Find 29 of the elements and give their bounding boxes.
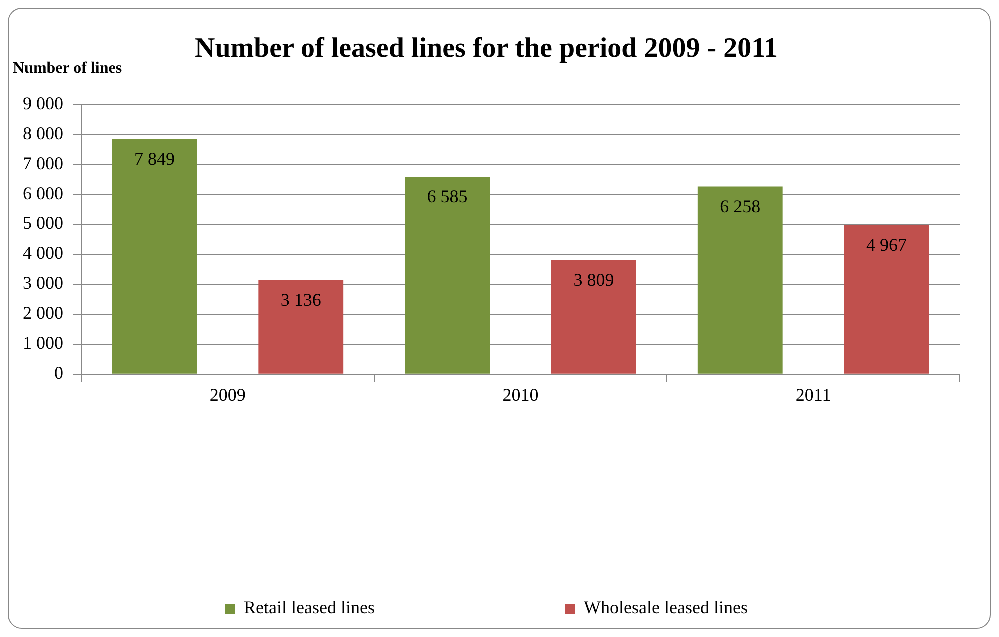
data-label: 6 585 xyxy=(427,186,468,207)
y-tick-label: 7 000 xyxy=(23,153,64,174)
y-tick-label: 2 000 xyxy=(23,303,64,324)
y-tick-label: 1 000 xyxy=(23,333,64,354)
y-tick-label: 6 000 xyxy=(23,183,64,204)
y-tick-label: 4 000 xyxy=(23,243,64,264)
legend-label: Retail leased lines xyxy=(244,598,376,618)
bar xyxy=(405,176,490,374)
y-tick-label: 0 xyxy=(54,363,64,384)
data-label: 6 258 xyxy=(720,196,761,217)
data-label: 4 967 xyxy=(866,235,908,256)
y-tick-label: 3 000 xyxy=(23,273,64,294)
bar xyxy=(844,226,930,374)
y-tick-label: 5 000 xyxy=(23,213,64,234)
chart-title: Number of leased lines for the period 2009 - 2011 xyxy=(194,33,778,64)
data-label: 3 136 xyxy=(280,290,322,310)
y-tick-label: 9 000 xyxy=(23,93,64,114)
data-label: 3 809 xyxy=(574,270,614,290)
data-label: 7 849 xyxy=(134,148,175,169)
legend-label: Wholesale leased lines xyxy=(584,598,748,618)
bar xyxy=(112,139,198,374)
x-tick-label: 2011 xyxy=(796,384,832,405)
bar xyxy=(551,260,636,374)
x-tick-label: 2010 xyxy=(502,384,539,405)
x-tick-label: 2009 xyxy=(210,384,246,405)
y-axis-title: Number of lines xyxy=(13,60,122,78)
y-tick-label: 8 000 xyxy=(23,123,64,144)
bar xyxy=(258,280,344,374)
bar xyxy=(698,186,783,374)
